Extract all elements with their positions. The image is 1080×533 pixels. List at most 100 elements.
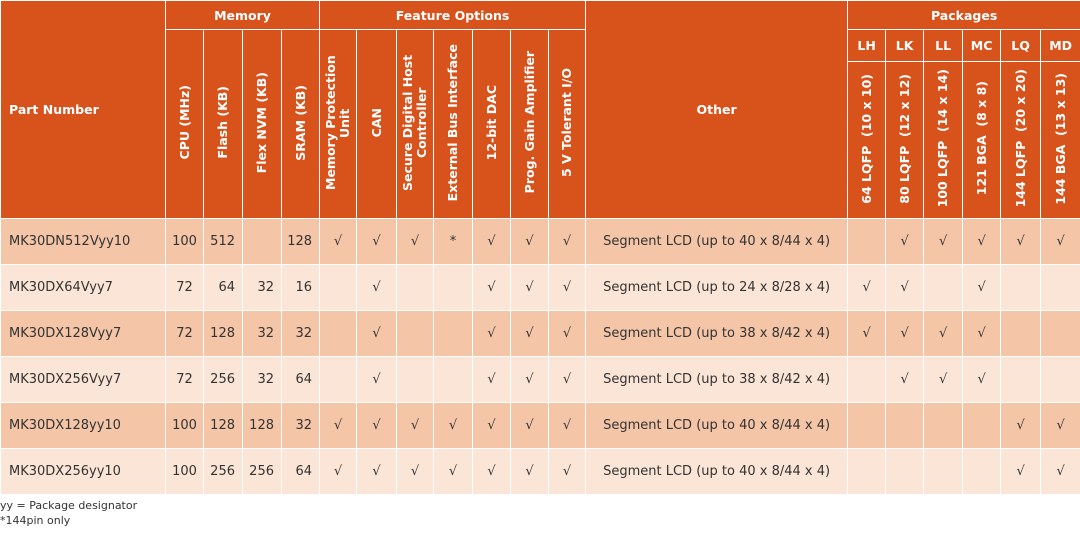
feature-mark: √ <box>356 356 398 403</box>
memory-value: 256 <box>203 448 243 495</box>
feature-mark: √ <box>510 448 550 495</box>
package-name-header: 64 LQFP (10 x 10) <box>847 61 887 219</box>
package-mark: √ <box>1000 218 1042 265</box>
col-label: 144 LQFP (20 x 20) <box>1012 69 1028 208</box>
feature-col-header: CAN <box>356 29 398 219</box>
memory-value: 32 <box>280 402 321 449</box>
package-mark: √ <box>885 310 925 357</box>
col-label: 5 V Tolerant I/O <box>559 68 575 177</box>
feature-mark: √ <box>319 448 358 495</box>
table-row: MK30DX64Vyy7 72 64 32 16 √ √ √ √ Segment LCD (up … <box>0 264 1080 311</box>
package-mark <box>962 402 1002 449</box>
footnote-144pin: *144pin only <box>0 514 71 527</box>
memory-value: 100 <box>165 448 204 495</box>
feature-mark <box>433 310 474 357</box>
package-mark <box>885 448 925 495</box>
part-number: MK30DX128Vyy7 <box>0 310 166 357</box>
feature-mark: √ <box>433 402 474 449</box>
package-mark: √ <box>962 310 1002 357</box>
other-value: Segment LCD (up to 38 x 8/42 x 4) <box>585 310 849 357</box>
memory-value: 32 <box>242 310 282 357</box>
col-label: 80 LQFP (12 x 12) <box>896 73 912 204</box>
package-mark <box>923 264 964 311</box>
feature-mark: √ <box>319 218 358 265</box>
memory-value: 128 <box>203 310 243 357</box>
memory-value: 100 <box>165 402 204 449</box>
package-mark <box>1040 356 1080 403</box>
package-name-header: 144 LQFP (20 x 20) <box>1000 61 1042 219</box>
feature-mark <box>319 310 358 357</box>
package-code-header: LH <box>847 29 887 62</box>
feature-mark: √ <box>510 218 550 265</box>
feature-mark <box>433 356 474 403</box>
package-code-header: LK <box>885 29 925 62</box>
memory-value: 32 <box>280 310 321 357</box>
package-mark <box>847 356 887 403</box>
package-name-header: 121 BGA (8 x 8) <box>962 61 1002 219</box>
feature-mark <box>433 264 474 311</box>
feature-mark: √ <box>510 264 550 311</box>
col-label: SRAM (KB) <box>292 84 308 161</box>
feature-mark <box>396 264 435 311</box>
memory-value: 100 <box>165 218 204 265</box>
feature-mark: √ <box>472 402 512 449</box>
package-mark <box>885 402 925 449</box>
memory-value <box>242 218 282 265</box>
col-label: 12-bit DAC <box>483 84 499 161</box>
package-name-header: 80 LQFP (12 x 12) <box>885 61 925 219</box>
memory-value: 256 <box>242 448 282 495</box>
package-code-header: LL <box>923 29 964 62</box>
memory-value: 72 <box>165 310 204 357</box>
memory-value: 32 <box>242 356 282 403</box>
feature-mark: √ <box>396 448 435 495</box>
other-header: Other <box>585 0 849 219</box>
package-mark <box>1000 310 1042 357</box>
col-label: 144 BGA (13 x 13) <box>1052 72 1068 205</box>
memory-value: 64 <box>280 448 321 495</box>
package-mark <box>1000 356 1042 403</box>
feature-mark: √ <box>472 448 512 495</box>
part-number: MK30DN512Vyy10 <box>0 218 166 265</box>
col-label: CPU (MHz) <box>176 85 192 160</box>
package-code-header: MD <box>1040 29 1080 62</box>
feature-mark <box>319 264 358 311</box>
memory-header: Memory <box>164 0 321 30</box>
other-value: Segment LCD (up to 40 x 8/44 x 4) <box>585 448 849 495</box>
package-mark: √ <box>923 356 964 403</box>
memory-value: 16 <box>280 264 321 311</box>
feature-mark: √ <box>548 356 587 403</box>
memory-value: 128 <box>242 402 282 449</box>
package-mark: √ <box>885 356 925 403</box>
memory-value: 256 <box>203 356 243 403</box>
package-mark <box>1040 310 1080 357</box>
feature-mark: √ <box>548 218 587 265</box>
feature-options-header: Feature Options <box>319 0 587 30</box>
feature-mark: √ <box>356 218 398 265</box>
feature-mark: * <box>433 218 474 265</box>
feature-col-header: Prog. Gain Amplifier <box>510 29 550 219</box>
package-mark: √ <box>885 264 925 311</box>
feature-mark: √ <box>548 264 587 311</box>
package-mark: √ <box>1040 448 1080 495</box>
col-label: External Bus Interface <box>445 43 461 202</box>
feature-col-header: 12-bit DAC <box>472 29 512 219</box>
package-mark <box>1040 264 1080 311</box>
memory-col-header: Flex NVM (KB) <box>242 29 282 219</box>
table-row: MK30DX256Vyy7 72 256 32 64 √ √ √ √ Segment LCD (u… <box>0 356 1080 403</box>
other-value: Segment LCD (up to 40 x 8/44 x 4) <box>585 218 849 265</box>
feature-mark: √ <box>356 402 398 449</box>
feature-mark: √ <box>319 402 358 449</box>
memory-value: 32 <box>242 264 282 311</box>
part-number: MK30DX64Vyy7 <box>0 264 166 311</box>
memory-value: 512 <box>203 218 243 265</box>
col-label: Flash (KB) <box>215 86 230 159</box>
package-mark: √ <box>847 310 887 357</box>
col-label: Prog. Gain Amplifier <box>521 51 537 194</box>
memory-value: 64 <box>280 356 321 403</box>
feature-mark: √ <box>356 264 398 311</box>
package-code-header: LQ <box>1000 29 1042 62</box>
package-mark: √ <box>923 218 964 265</box>
package-mark: √ <box>1000 448 1042 495</box>
other-value: Segment LCD (up to 40 x 8/44 x 4) <box>585 402 849 449</box>
feature-mark: √ <box>548 310 587 357</box>
